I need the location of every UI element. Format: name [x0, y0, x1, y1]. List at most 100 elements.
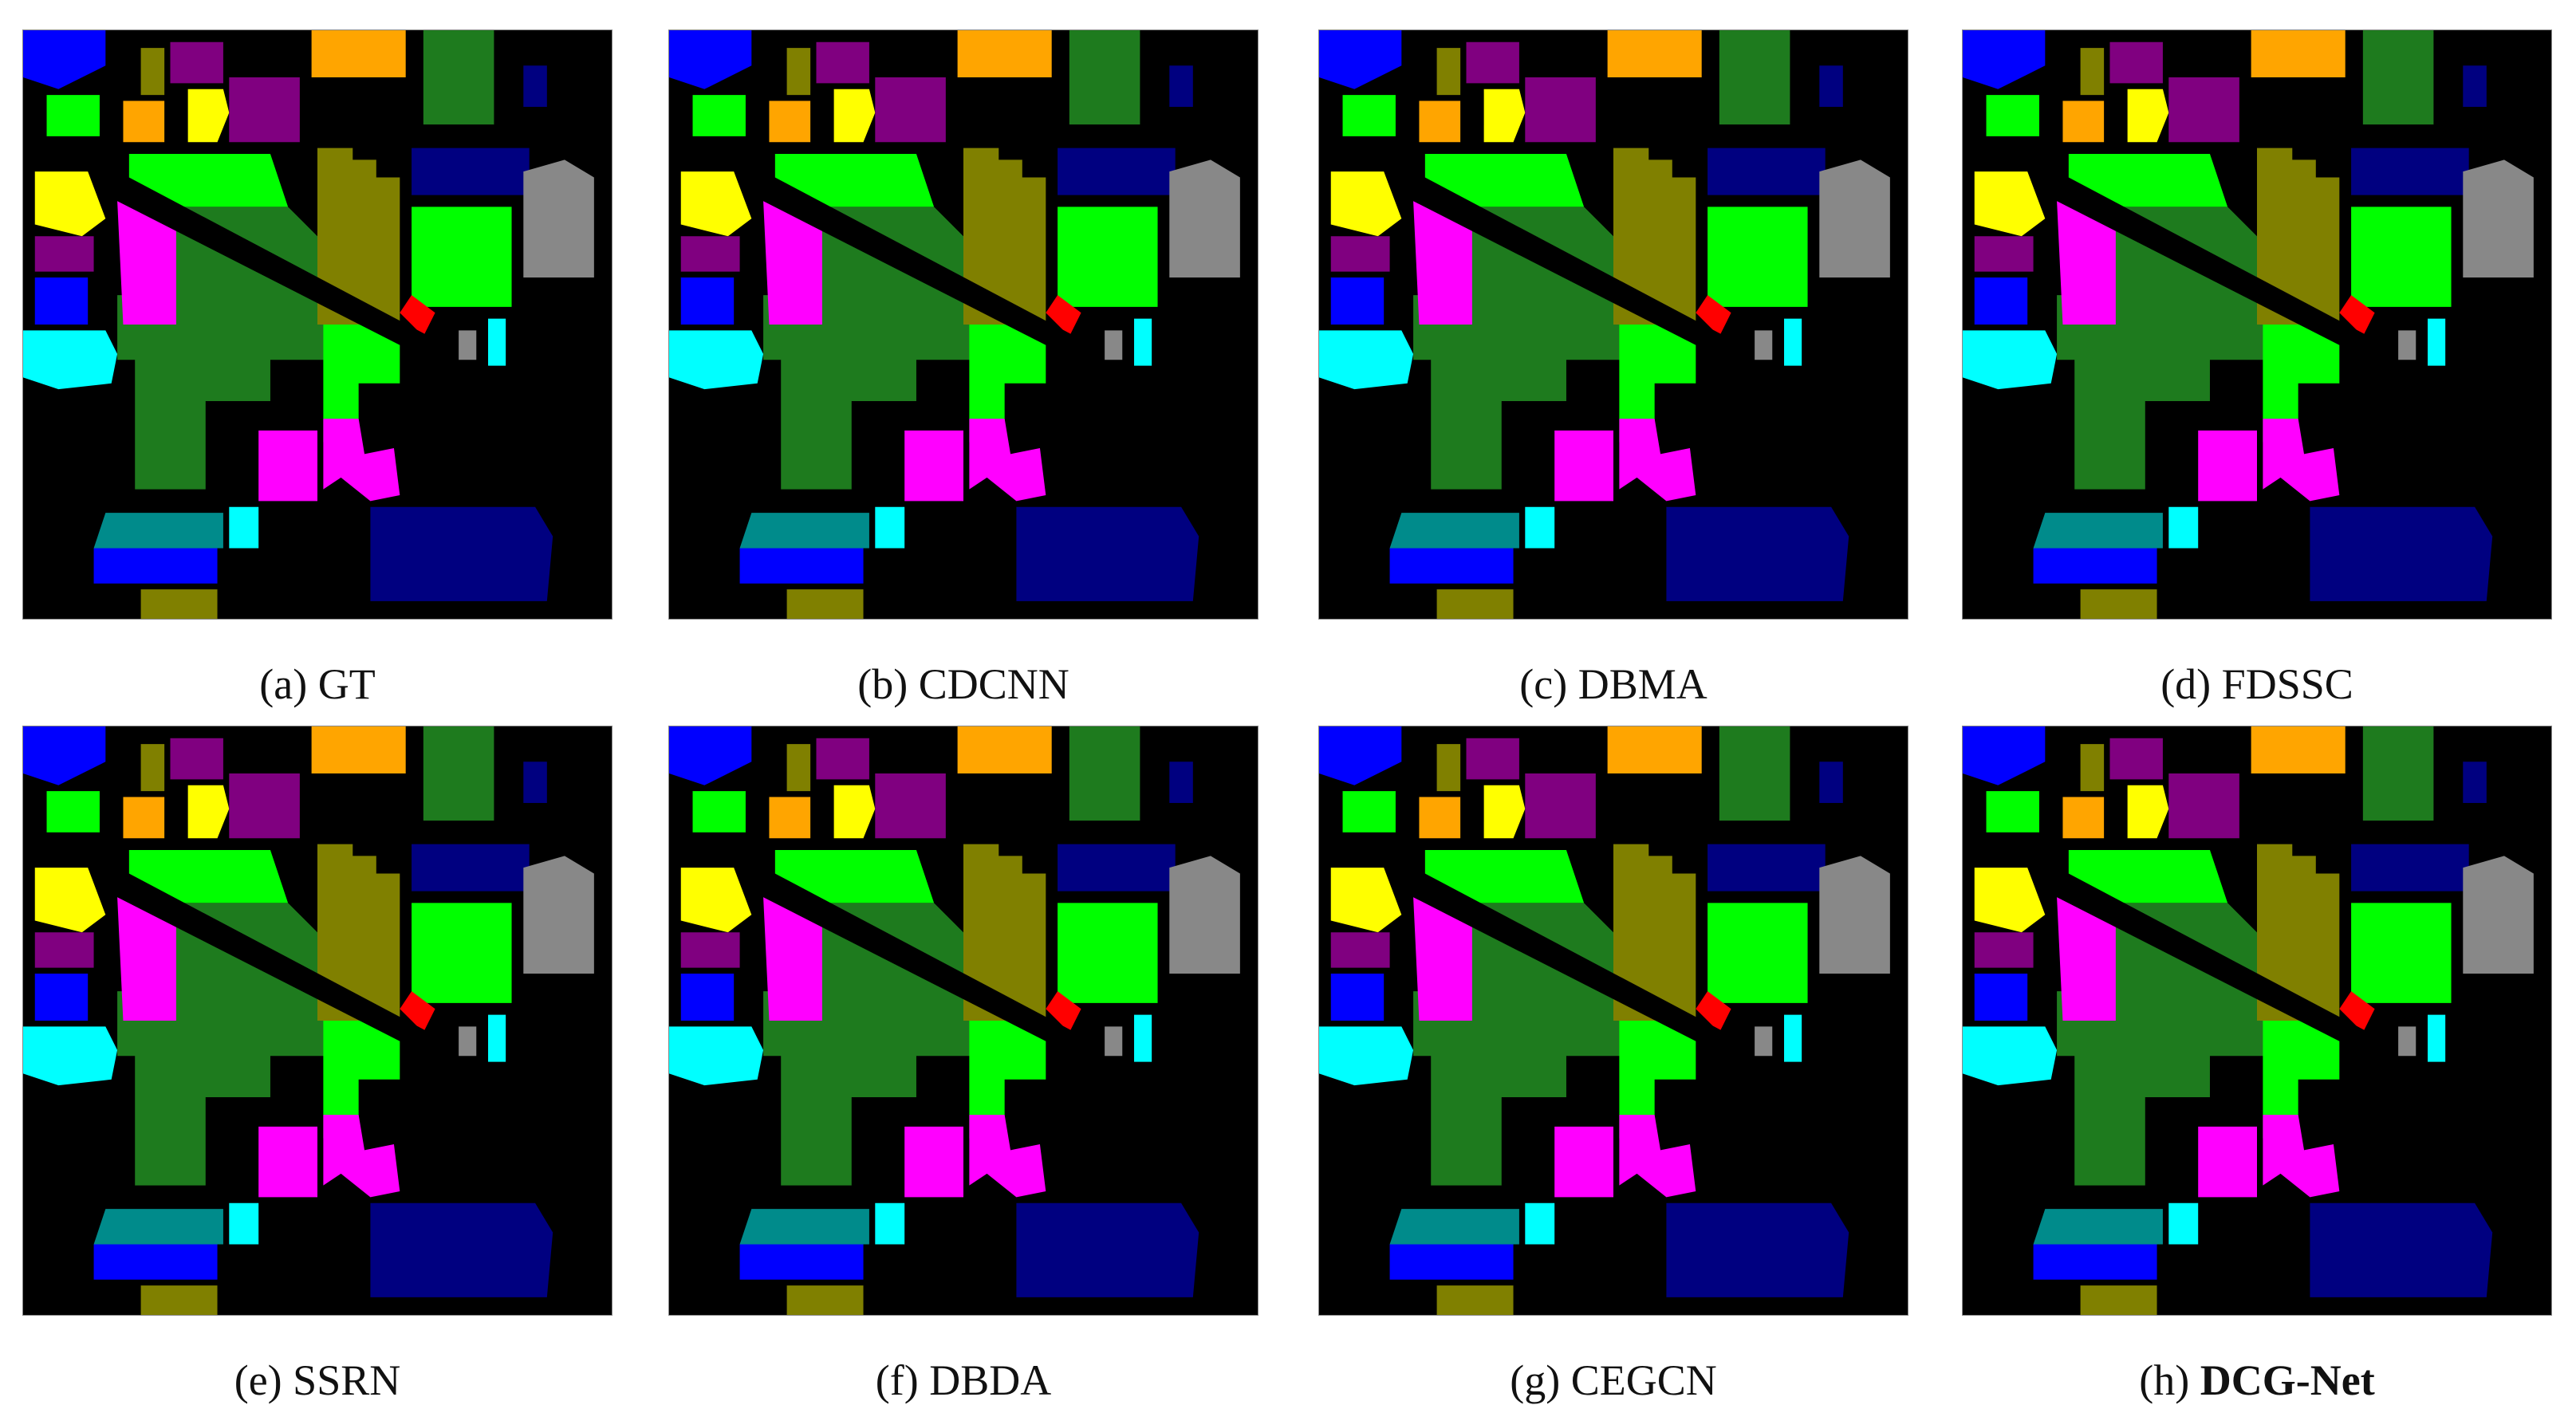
region-lime-right	[1058, 207, 1158, 307]
panel-dbda: (f) DBDA	[668, 726, 1258, 1404]
region-navy-bottom	[1016, 506, 1199, 601]
region-navy-mid	[1707, 148, 1826, 195]
region-blue-left	[34, 973, 89, 1021]
region-blue-topleft	[23, 726, 106, 785]
region-green-topright	[1069, 30, 1140, 125]
region-navy-topright	[2463, 762, 2487, 803]
region-cyan-bottom	[1525, 506, 1555, 549]
region-olive-bottom	[786, 1285, 864, 1315]
region-navy-mid	[2351, 844, 2469, 891]
region-green-topright	[423, 30, 494, 125]
region-gray-right	[2463, 159, 2534, 277]
caption-method: DCG-Net	[2200, 1356, 2375, 1404]
caption-label: (d) FDSSC	[2160, 660, 2353, 708]
region-navy-bottom	[370, 506, 553, 601]
region-cyan-left	[669, 1026, 764, 1086]
region-purple-top	[2109, 738, 2163, 780]
region-blue-topleft	[23, 30, 106, 89]
region-lime-topleft	[692, 95, 746, 136]
region-olive-big	[2257, 844, 2340, 1021]
region-magenta-low	[1554, 1126, 1613, 1198]
region-red-mid	[2339, 991, 2375, 1033]
region-cyan-bottom	[2168, 1202, 2199, 1245]
region-lime-midlow	[323, 325, 400, 443]
region-olive-top	[1436, 744, 1461, 792]
region-olive-big	[317, 148, 400, 325]
region-olive-bottom	[2080, 1285, 2157, 1315]
region-orange-topmid	[2251, 726, 2346, 774]
region-blue-left	[680, 277, 735, 325]
region-cyan-small	[488, 318, 506, 366]
region-purple-left	[1974, 236, 2034, 272]
diagonal-strip	[751, 873, 1076, 1045]
region-cyan-bottom	[229, 506, 259, 549]
region-yellow-left	[34, 868, 106, 933]
region-purple-top	[170, 41, 223, 84]
region-lime-right	[1058, 903, 1158, 1003]
region-teal-bottom	[2033, 1209, 2163, 1245]
region-lime-mid	[1424, 153, 1585, 207]
region-navy-mid	[2351, 148, 2469, 195]
region-blue-topleft	[1319, 726, 1402, 785]
region-blue-left	[34, 277, 89, 325]
region-purple-top	[1466, 738, 1519, 780]
region-magenta-left	[1413, 897, 1472, 1021]
region-red-mid	[1046, 295, 1081, 336]
region-purple-left	[1974, 932, 2034, 968]
region-purple-left	[680, 932, 740, 968]
region-orange-topmid	[2251, 30, 2346, 78]
region-red-mid	[400, 991, 435, 1033]
region-yellow-left	[680, 868, 752, 933]
region-gray-small	[459, 1026, 477, 1057]
region-navy-bottom	[370, 1202, 553, 1297]
region-magenta-low2	[323, 1115, 400, 1198]
region-teal-bottom	[739, 513, 869, 549]
region-olive-top	[786, 744, 811, 792]
region-yellow-left	[680, 171, 752, 237]
region-blue-topleft	[1963, 726, 2046, 785]
region-orange-topmid	[1607, 30, 1702, 78]
panel-fdssc: (d) FDSSC	[1962, 30, 2552, 708]
region-red-mid	[1696, 991, 1731, 1033]
region-gray-small	[1755, 330, 1773, 360]
panel-gt: (a) GT	[22, 30, 612, 708]
region-lime-mid	[1424, 849, 1585, 903]
region-blue-left	[1974, 973, 2028, 1021]
region-blue-bottom	[2033, 548, 2157, 584]
region-magenta-low2	[969, 419, 1046, 502]
region-navy-mid	[1707, 844, 1826, 891]
region-magenta-left	[1413, 201, 1472, 325]
diagonal-strip	[105, 177, 430, 348]
region-yellow-top	[1483, 785, 1526, 839]
region-magenta-left	[117, 201, 176, 325]
region-gray-right	[523, 856, 594, 974]
caption-label: (h)	[2139, 1356, 2200, 1404]
region-yellow-top	[833, 89, 876, 143]
region-navy-topright	[523, 65, 547, 107]
region-navy-mid	[412, 844, 530, 891]
caption-label: (e) SSRN	[234, 1356, 401, 1404]
region-gray-right	[1169, 856, 1240, 974]
region-teal-bottom	[2033, 513, 2163, 549]
diagonal-strip	[2045, 873, 2369, 1045]
region-purple-left	[680, 236, 740, 272]
diagonal-strip	[1401, 177, 1726, 348]
region-lime-topleft	[46, 791, 100, 832]
panel-dcg-net: (h) DCG-Net	[1962, 726, 2552, 1404]
region-red-mid	[2339, 295, 2375, 336]
region-teal-bottom	[93, 1209, 223, 1245]
region-cyan-small	[2428, 318, 2446, 366]
region-purple-top2	[1525, 77, 1596, 143]
classification-map	[668, 30, 1258, 620]
region-olive-big	[2257, 148, 2340, 325]
region-teal-bottom	[1389, 1209, 1519, 1245]
region-red-mid	[1696, 295, 1731, 336]
classification-map	[668, 726, 1258, 1316]
region-navy-bottom	[1666, 506, 1849, 601]
region-navy-bottom	[2310, 1202, 2493, 1297]
region-orange-topleft	[769, 797, 811, 839]
region-lime-mid	[2068, 153, 2228, 207]
region-cyan-small	[1784, 1014, 1802, 1062]
region-lime-topleft	[46, 95, 100, 136]
region-purple-top2	[2168, 773, 2239, 839]
